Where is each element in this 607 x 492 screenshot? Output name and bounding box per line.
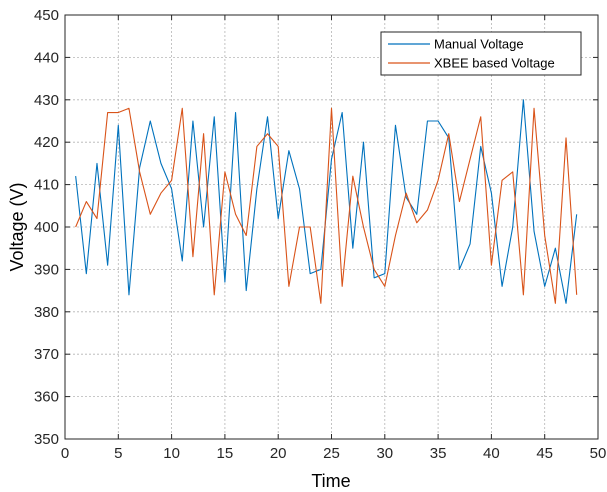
x-tick-label: 30 xyxy=(376,445,393,462)
y-tick-label: 410 xyxy=(34,177,59,194)
legend: Manual Voltage XBEE based Voltage xyxy=(380,31,582,76)
series-layer xyxy=(75,99,578,304)
x-tick-label: 50 xyxy=(590,445,607,462)
x-tick-label: 35 xyxy=(430,445,447,462)
series-line-xbee-based-voltage xyxy=(75,107,578,304)
y-tick-label: 360 xyxy=(34,389,59,406)
y-tick-label: 350 xyxy=(34,431,59,448)
y-tick-label: 380 xyxy=(34,304,59,321)
x-tick-label: 10 xyxy=(163,445,180,462)
legend-label-manual-voltage: Manual Voltage xyxy=(434,37,524,52)
y-tick-label: 370 xyxy=(34,346,59,363)
y-tick-label: 400 xyxy=(34,219,59,236)
x-tick-label: 25 xyxy=(323,445,340,462)
x-axis-label: Time xyxy=(311,471,350,491)
x-tick-label: 5 xyxy=(114,445,122,462)
x-tick-label: 15 xyxy=(217,445,234,462)
y-tick-label: 430 xyxy=(34,92,59,109)
x-tick-label: 40 xyxy=(483,445,500,462)
x-tick-label: 0 xyxy=(61,445,69,462)
y-axis-label: Voltage (V) xyxy=(7,182,27,271)
x-tick-label: 45 xyxy=(536,445,553,462)
grid-lines xyxy=(65,15,598,439)
x-tick-label: 20 xyxy=(270,445,287,462)
y-tick-label: 440 xyxy=(34,49,59,66)
legend-label-xbee-voltage: XBEE based Voltage xyxy=(434,56,555,71)
y-tick-label: 390 xyxy=(34,261,59,278)
tick-labels: 0 5 10 15 20 25 30 35 40 45 50 350 360 370 380 390 400 41… xyxy=(34,7,606,462)
y-tick-label: 420 xyxy=(34,134,59,151)
axis-ticks xyxy=(64,14,599,440)
legend-box xyxy=(380,31,582,76)
y-tick-label: 450 xyxy=(34,7,59,24)
